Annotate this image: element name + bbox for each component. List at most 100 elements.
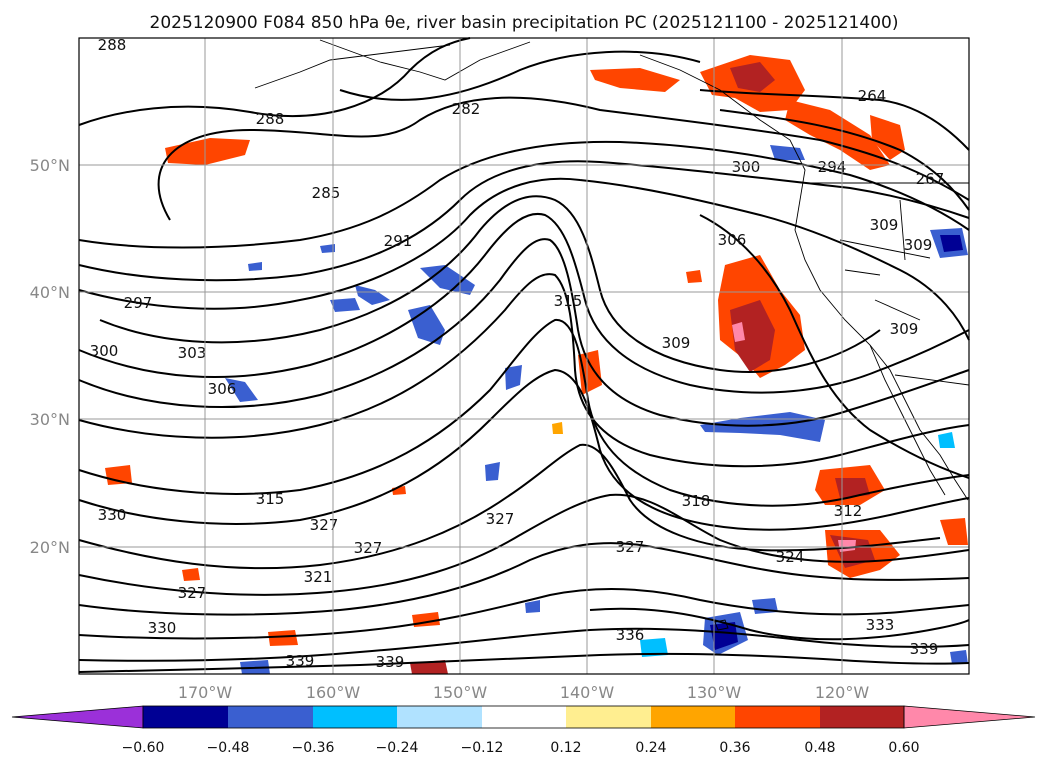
contour-label: 300 xyxy=(732,158,761,176)
contour-line-333 xyxy=(589,607,970,641)
contour-label: 339 xyxy=(910,640,939,658)
contour-label: 330 xyxy=(148,619,177,637)
lon-label: 120°W xyxy=(815,683,870,702)
contour-label: 339 xyxy=(286,652,315,670)
contour-line-306 xyxy=(78,238,970,427)
contour-label: 336 xyxy=(616,626,645,644)
contour-label: 309 xyxy=(904,236,933,254)
map-panel: 288 288 282 264 285 291 306 300 294 267 … xyxy=(78,36,970,675)
colorbar-tick-label: 0.12 xyxy=(550,740,581,756)
contour-label: 315 xyxy=(256,490,285,508)
lon-axis: 170°W 160°W 150°W 140°W 130°W 120°W xyxy=(178,683,870,702)
lat-label: 50°N xyxy=(30,156,70,175)
contour-label: 327 xyxy=(178,584,207,602)
border-us-mexico xyxy=(894,374,970,386)
colorbar-extend-low xyxy=(11,705,144,729)
precip-area-small-4 xyxy=(552,422,563,434)
precip-area-gulf-ca xyxy=(940,518,968,545)
colorbar-tick-label: 0.36 xyxy=(719,740,750,756)
contour-label: 288 xyxy=(256,110,285,128)
precip-area-neg-10 xyxy=(640,638,668,657)
precip-area-neg-19 xyxy=(938,432,955,448)
contour-label: 321 xyxy=(304,568,333,586)
lat-label: 40°N xyxy=(30,283,70,302)
map-title: 2025120900 F084 850 hPa θe, river basin … xyxy=(150,13,899,33)
gridline-layer xyxy=(79,38,969,674)
colorbar: −0.60 −0.48 −0.36 −0.24 −0.12 0.12 0.24 … xyxy=(11,705,1036,756)
contour-label-layer: 288 288 282 264 285 291 306 300 294 267 … xyxy=(90,36,945,671)
precip-area-neg-18 xyxy=(950,650,968,664)
contour-label: 306 xyxy=(208,380,237,398)
contour-layer xyxy=(78,37,970,673)
colorbar-segment xyxy=(735,706,820,728)
precip-area-small-1 xyxy=(182,568,200,581)
lon-label: 160°W xyxy=(306,683,361,702)
contour-label: 327 xyxy=(354,539,383,557)
contour-line-315 xyxy=(78,318,970,507)
contour-label: 312 xyxy=(834,502,863,520)
contour-label: 315 xyxy=(554,292,583,310)
contour-label: 285 xyxy=(312,184,341,202)
colorbar-tick-label: −0.48 xyxy=(207,740,250,756)
contour-label: 288 xyxy=(98,36,127,54)
colorbar-tick-label: 0.60 xyxy=(888,740,919,756)
colorbar-segment xyxy=(313,706,397,728)
contour-label: 330 xyxy=(98,506,127,524)
contour-label: 264 xyxy=(858,87,887,105)
contour-label: 309 xyxy=(662,334,691,352)
precip-area-california-core xyxy=(730,300,775,372)
contour-label: 300 xyxy=(90,342,119,360)
colorbar-segment xyxy=(651,706,735,728)
coastline-alaska xyxy=(254,39,531,89)
contour-line-291 xyxy=(78,140,970,249)
precip-area-neg-17 xyxy=(525,600,540,613)
lon-label: 170°W xyxy=(178,683,233,702)
lon-label: 130°W xyxy=(687,683,742,702)
precip-area-neg-15 xyxy=(248,262,262,271)
contour-line-324 xyxy=(78,493,970,596)
colorbar-tick-label: 0.24 xyxy=(635,740,666,756)
contour-line-282 xyxy=(339,50,701,101)
precip-area-neg-8 xyxy=(485,462,500,481)
colorbar-extend-high xyxy=(903,705,1036,729)
colorbar-segment xyxy=(397,706,482,728)
precip-area-mexico-max xyxy=(838,540,856,552)
contour-line-288 xyxy=(78,37,471,126)
precip-area-neg-9-core xyxy=(710,622,738,650)
coastline-states xyxy=(839,199,931,321)
precip-area-gulf-ak xyxy=(590,68,680,92)
lat-label: 20°N xyxy=(30,538,70,557)
precip-area-neg-5 xyxy=(225,378,258,402)
contour-line-312 xyxy=(699,214,970,479)
contour-line-300 xyxy=(99,195,881,373)
contour-line-264 xyxy=(699,89,970,151)
colorbar-tick-label: −0.24 xyxy=(376,740,419,756)
precip-area-aleutian xyxy=(165,138,250,165)
precip-area-bc-core xyxy=(730,62,775,92)
colorbar-segment xyxy=(566,706,651,728)
contour-line-267 xyxy=(719,109,970,211)
precip-area-neg-2 xyxy=(408,305,445,345)
contour-label: 267 xyxy=(916,170,945,188)
lon-label: 140°W xyxy=(560,683,615,702)
contour-line-330 xyxy=(78,588,970,640)
precip-area-small-2 xyxy=(686,270,702,283)
colorbar-tick-label: −0.60 xyxy=(122,740,165,756)
colorbar-frame xyxy=(142,705,905,729)
contour-label: 333 xyxy=(866,616,895,634)
lon-label: 150°W xyxy=(433,683,488,702)
coastline-island-1 xyxy=(714,619,729,631)
contour-label: 327 xyxy=(310,516,339,534)
contour-line-294 xyxy=(78,160,970,282)
precip-area-neg-3 xyxy=(355,285,390,305)
colorbar-segment xyxy=(482,706,566,728)
precip-area-subtropical-1 xyxy=(578,350,602,395)
contour-label: 291 xyxy=(384,232,413,250)
contour-line-336 xyxy=(78,627,970,662)
contour-line-309 xyxy=(78,273,970,468)
contour-line-321 xyxy=(78,443,941,570)
contour-line-285 xyxy=(157,96,970,221)
contour-line-297 xyxy=(78,177,970,341)
lat-label: 30°N xyxy=(30,410,70,429)
precip-area-california-max xyxy=(732,322,745,342)
